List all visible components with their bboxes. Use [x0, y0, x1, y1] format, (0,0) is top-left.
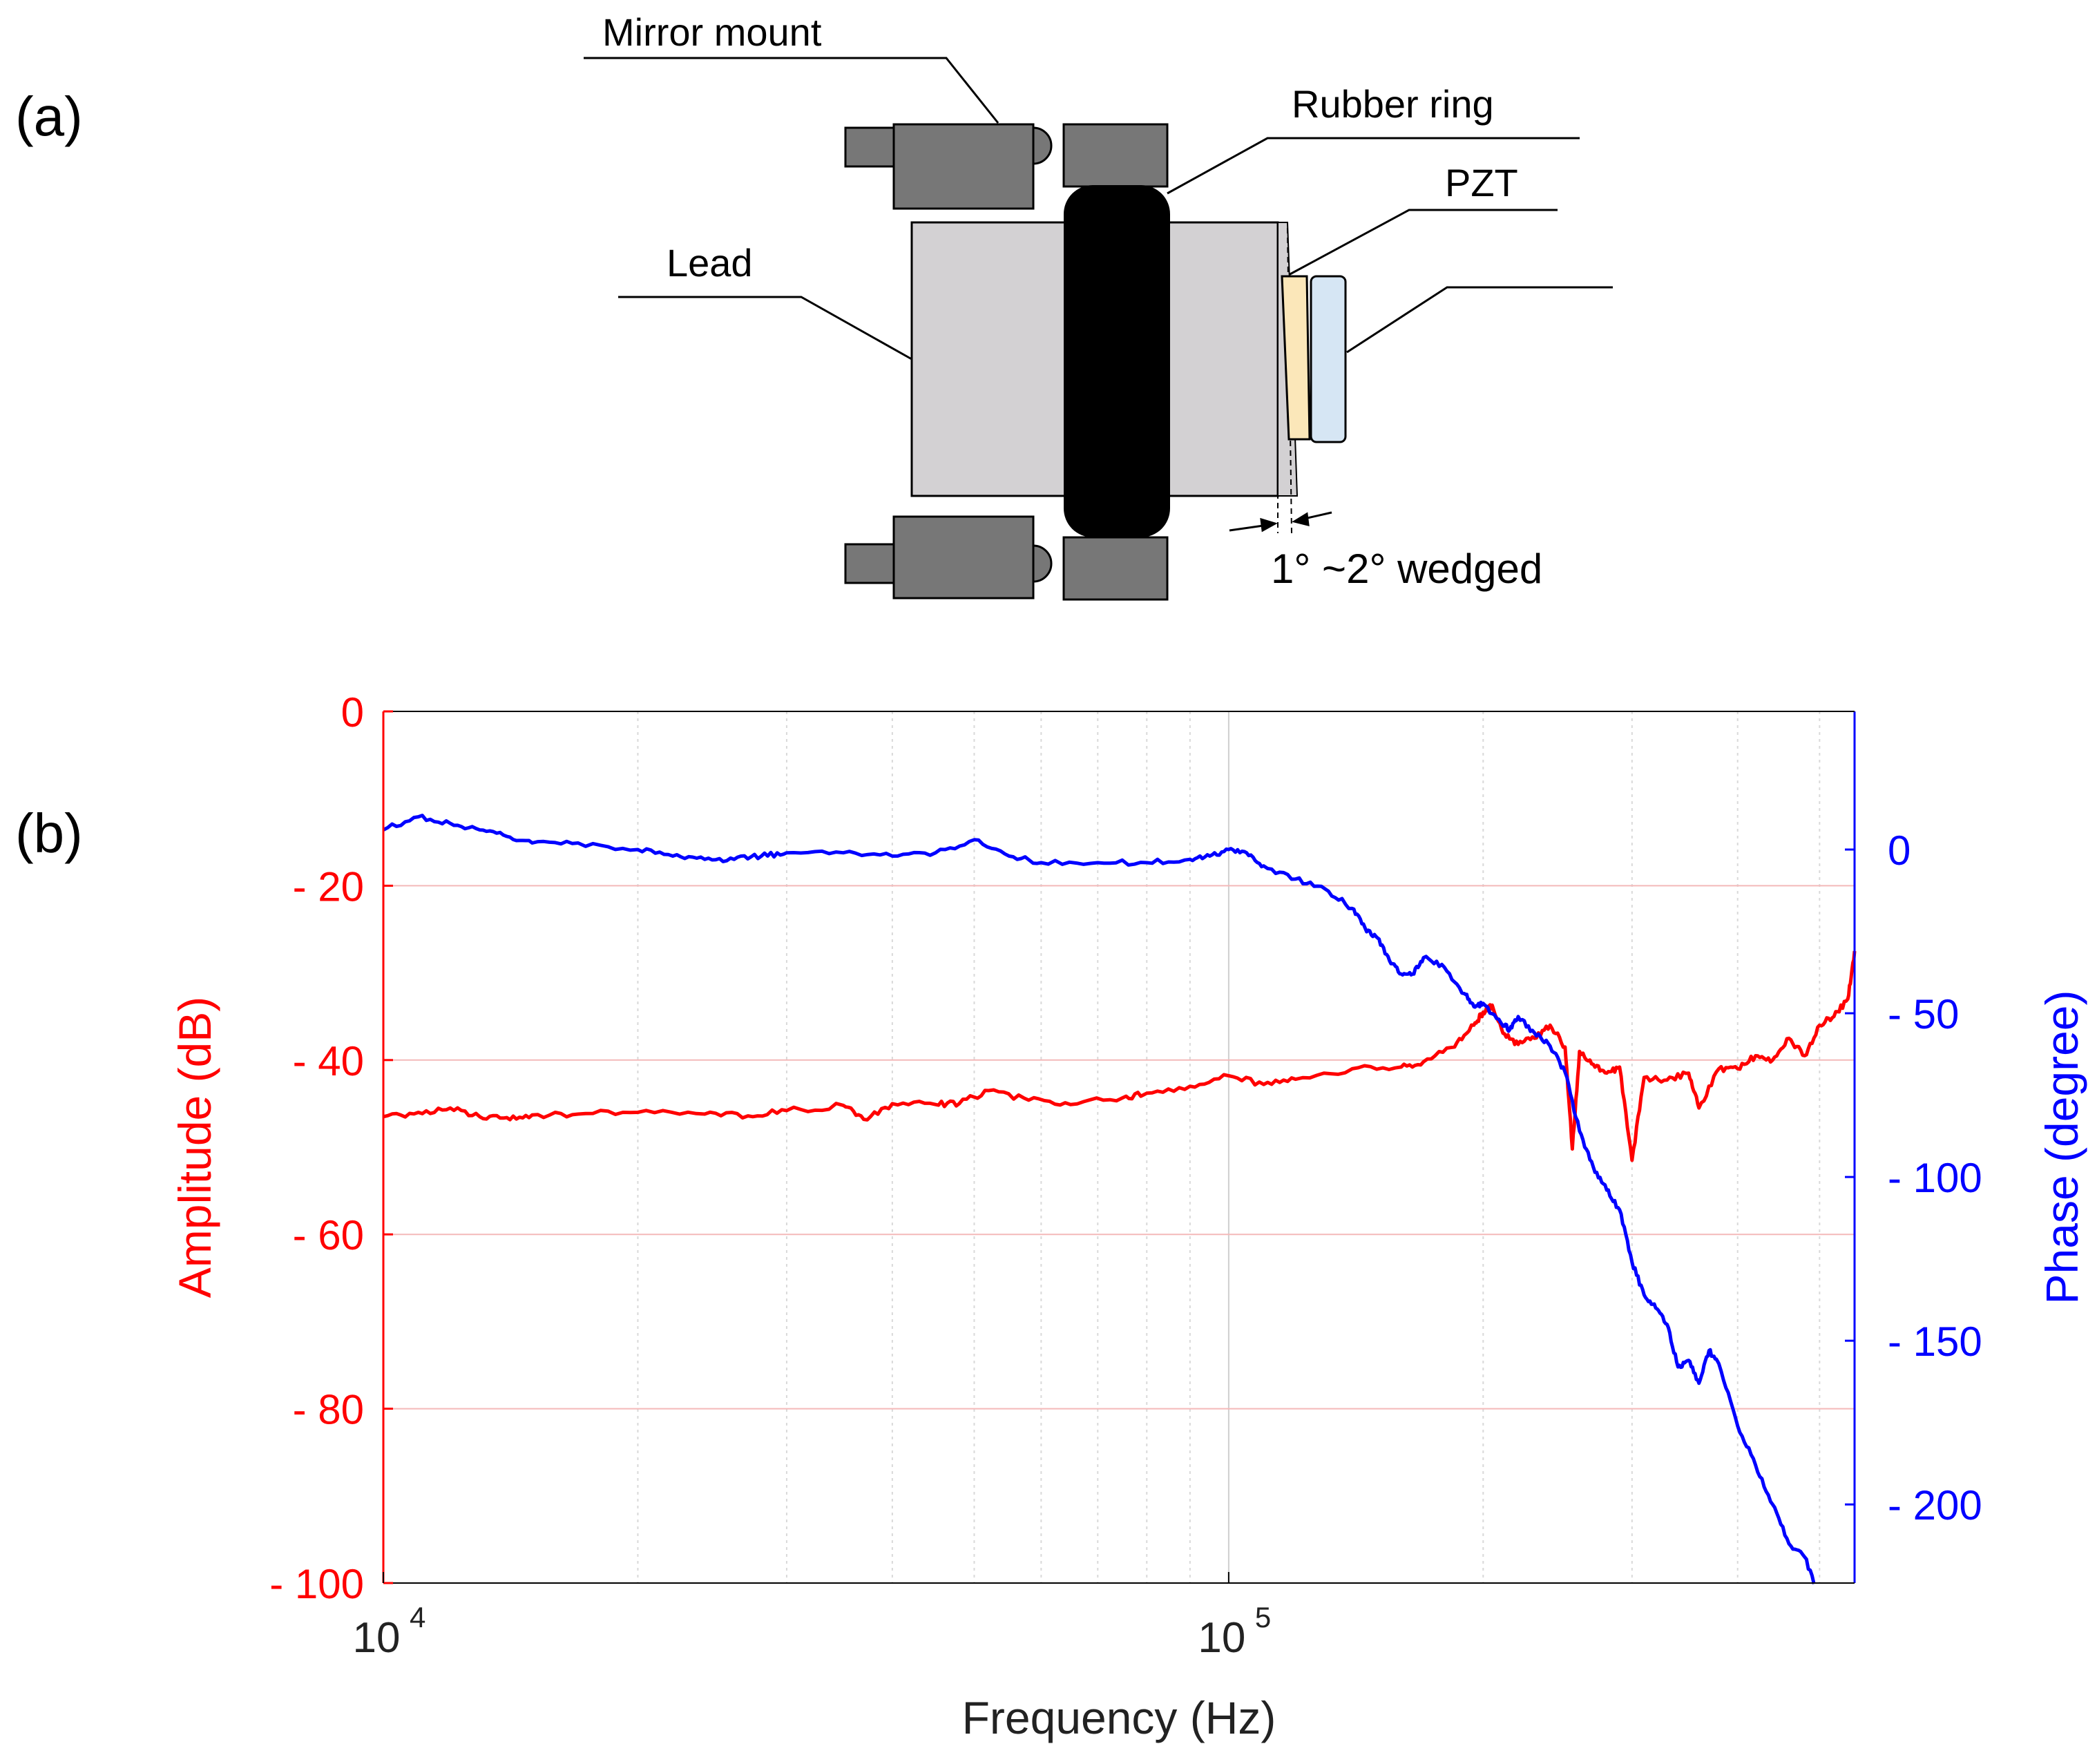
pzt-leader: [1285, 209, 1558, 278]
y-right-axis-title: Phase (degree): [2036, 990, 2087, 1305]
plot-area: [383, 711, 1855, 1583]
y-left-tick-label: - 40: [293, 1038, 364, 1084]
leader-lines: [584, 57, 1613, 361]
y-left-axis-title: Amplitude (dB): [169, 997, 220, 1298]
y-left-tick-label: - 20: [293, 863, 364, 910]
series-layer: [382, 814, 1857, 1584]
panel-b-chart: (b) 0 - 20 - 40 - 60 - 80 - 100 0 - 50 - 100 - 15…: [15, 689, 2087, 1743]
y-left-tick-label: - 60: [293, 1212, 364, 1258]
bottom-mirror-mount: [844, 515, 1169, 601]
pzt-element: [1281, 275, 1311, 441]
panel-b-label: (b): [15, 803, 83, 864]
rubber-ring-text: Rubber ring: [1292, 82, 1494, 126]
mirror-leader: [1346, 286, 1613, 354]
mount-knob: [844, 126, 898, 168]
wedge-text: 1° ~2° wedged: [1271, 546, 1542, 592]
top-mirror-mount: [844, 123, 1169, 210]
panel-a-diagram: (a): [15, 10, 1613, 601]
ticks: 0 - 20 - 40 - 60 - 80 - 100 0 - 50 - 100 - 150 - 2…: [269, 689, 1982, 1662]
phase-series-line: [382, 814, 1816, 1584]
y-right-tick-label: - 50: [1888, 991, 1959, 1037]
mount-knob: [844, 543, 898, 584]
y-right-tick-label: - 150: [1888, 1319, 1982, 1365]
mount-body: [892, 123, 1035, 210]
amplitude-series-line: [383, 950, 1857, 1162]
y-right-tick-label: 0: [1888, 827, 1911, 874]
y-left-tick-label: - 100: [269, 1561, 364, 1607]
mount-body: [892, 515, 1035, 600]
mirror-mount-leader: [584, 57, 999, 124]
mirror-element: [1310, 275, 1347, 443]
x-tick-exponent: 4: [410, 1601, 425, 1633]
y-left-tick-label: 0: [341, 689, 364, 736]
mount-clamp: [1062, 536, 1169, 601]
x-tick-exponent: 5: [1255, 1601, 1271, 1633]
mount-ball: [1032, 544, 1053, 583]
panel-a-label: (a): [15, 86, 83, 147]
lead-leader: [618, 296, 912, 361]
mount-clamp: [1062, 123, 1169, 188]
mirror-mount-text: Mirror mount: [602, 10, 822, 54]
lead-text: Lead: [667, 241, 753, 285]
pzt-text: PZT: [1445, 161, 1518, 204]
grid: [383, 711, 1855, 1583]
rubber-ring-leader: [1167, 137, 1580, 195]
mount-ball: [1032, 126, 1053, 165]
y-left-tick-label: - 80: [293, 1387, 364, 1433]
wedge-arrows: [1229, 511, 1332, 533]
x-tick-label: 10: [1198, 1614, 1245, 1662]
y-right-tick-label: - 100: [1888, 1155, 1982, 1201]
x-axis-title: Frequency (Hz): [962, 1692, 1276, 1743]
y-right-tick-label: - 200: [1888, 1482, 1982, 1528]
x-tick-label: 10: [353, 1614, 401, 1662]
rubber-ring: [1064, 185, 1170, 537]
